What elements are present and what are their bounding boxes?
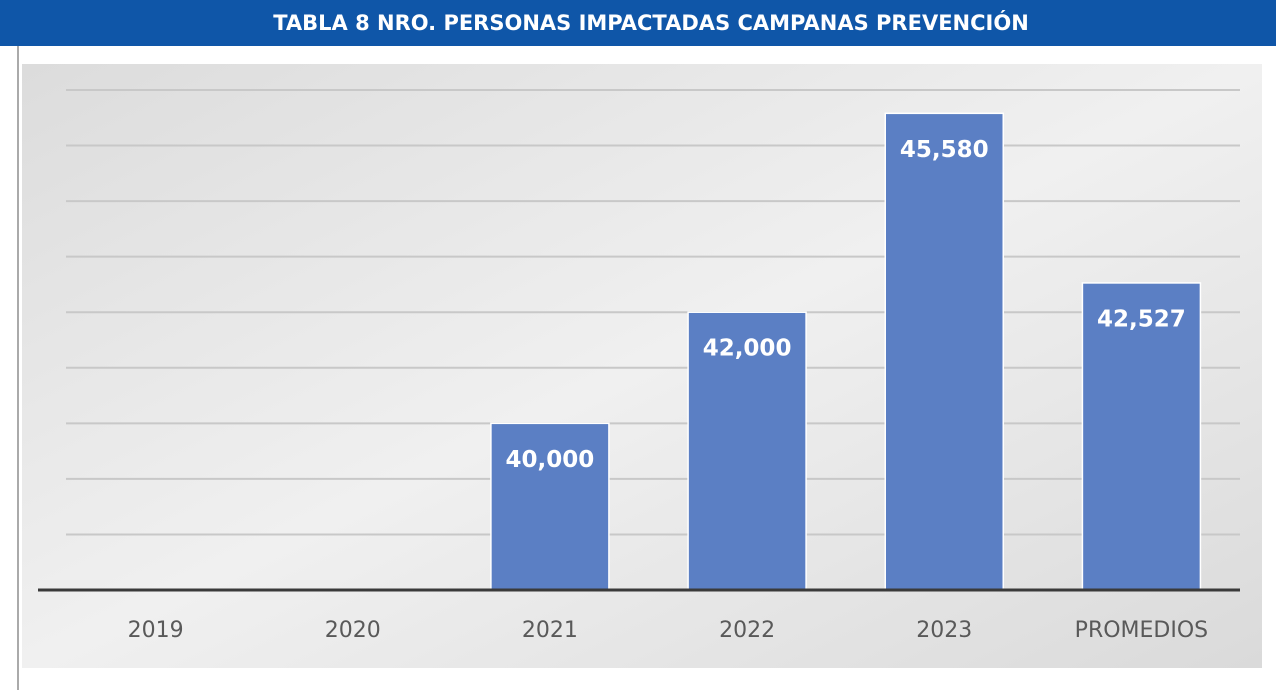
data-label: 42,527 <box>1097 306 1186 332</box>
x-tick-label: 2019 <box>128 618 184 643</box>
x-tick-label: 2020 <box>325 618 381 643</box>
plot-background <box>22 64 1262 668</box>
x-tick-label: 2021 <box>522 618 578 643</box>
bar <box>490 422 610 591</box>
data-label: 40,000 <box>506 447 595 473</box>
x-tick-label: 2022 <box>719 618 775 643</box>
data-label: 42,000 <box>703 336 792 362</box>
bar <box>687 311 807 591</box>
x-tick-label: PROMEDIOS <box>1075 618 1208 643</box>
chart-title: TABLA 8 NRO. PERSONAS IMPACTADAS CAMPANA… <box>273 10 1029 35</box>
bar <box>884 112 1004 591</box>
bar <box>1081 282 1202 591</box>
x-tick-label: 2023 <box>916 618 972 643</box>
header-bar <box>0 0 1276 46</box>
data-label: 45,580 <box>900 137 989 163</box>
